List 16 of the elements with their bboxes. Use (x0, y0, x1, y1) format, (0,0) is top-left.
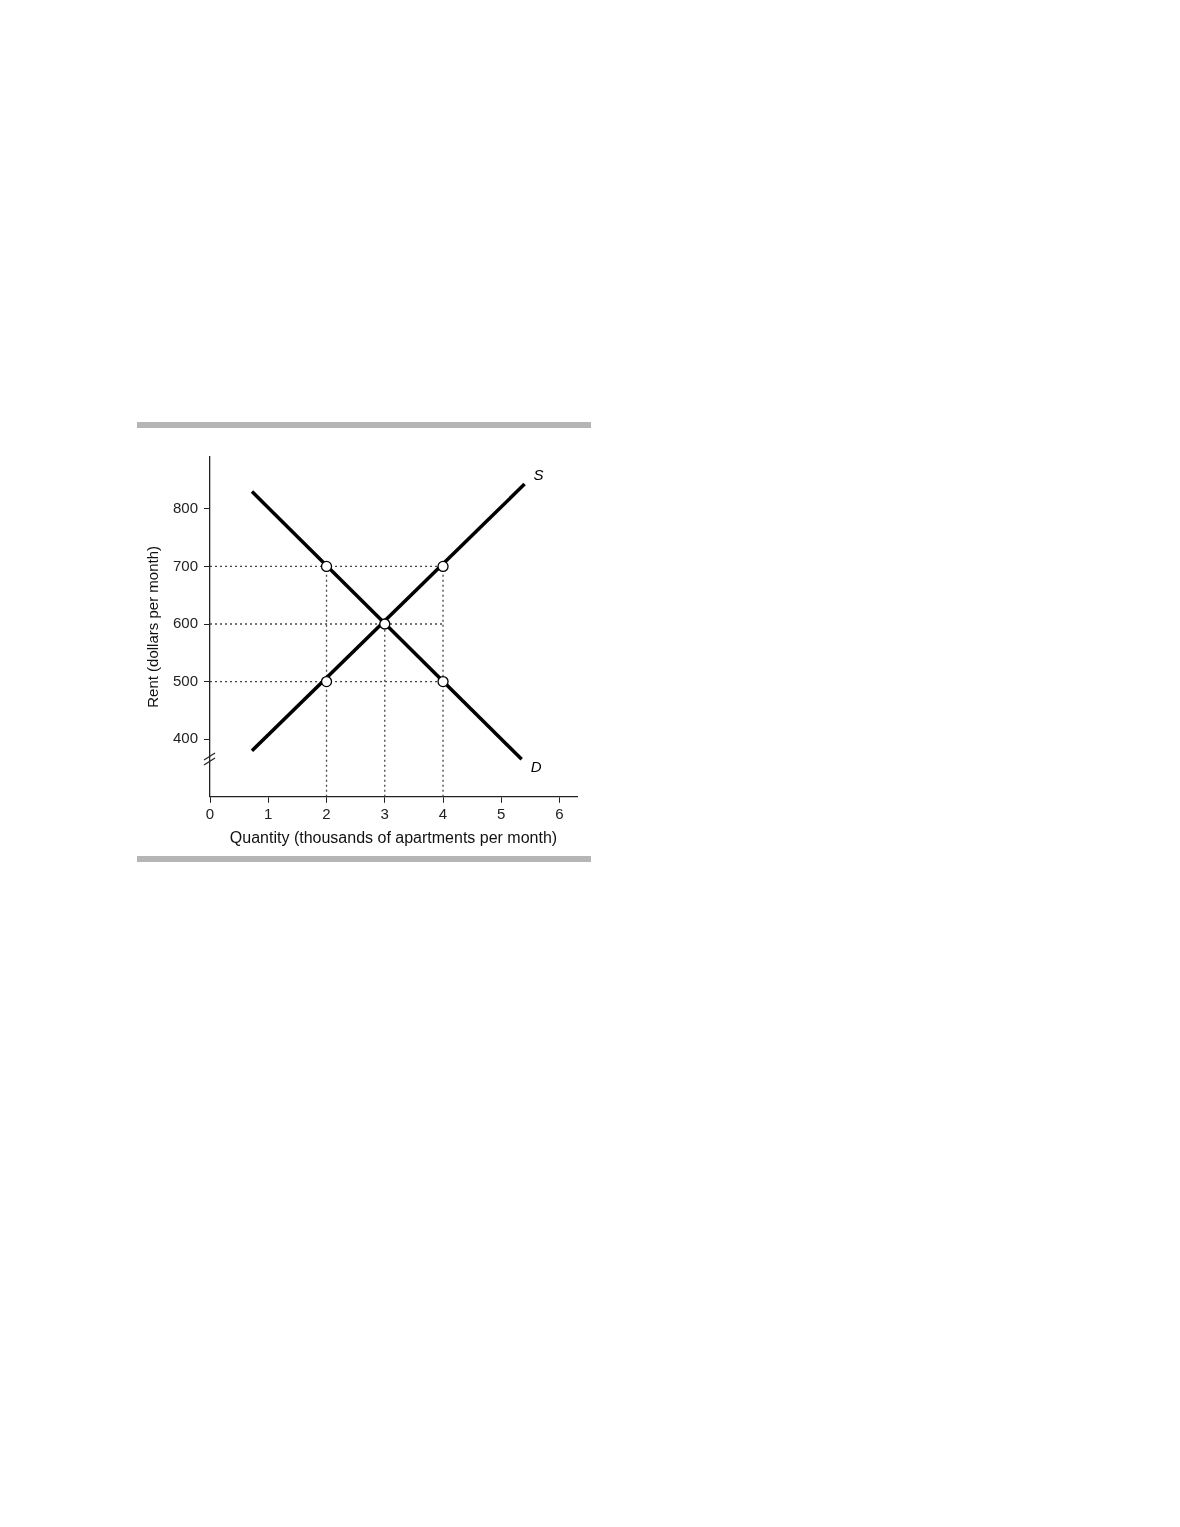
series-label: D (530, 757, 542, 775)
y-tick-label: 600 (173, 614, 199, 632)
y-tick-label: 400 (173, 729, 199, 747)
y-tick-label: 700 (173, 556, 199, 574)
x-tick-label: 1 (264, 804, 273, 822)
x-axis-title: Quantity (thousands of apartments per month) (229, 828, 558, 846)
series-label: S (533, 466, 544, 484)
x-tick-label: 2 (322, 804, 331, 822)
x-tick-label: 3 (380, 804, 389, 822)
x-tick-label: 4 (438, 804, 448, 822)
x-tick-label: 6 (555, 804, 564, 822)
x-tick-label: 0 (205, 804, 215, 822)
x-tick-label: 5 (497, 804, 506, 822)
y-axis-title: Rent (dollars per month) (144, 546, 162, 708)
y-tick-label: 800 (173, 498, 199, 516)
y-tick-label: 500 (173, 671, 199, 689)
